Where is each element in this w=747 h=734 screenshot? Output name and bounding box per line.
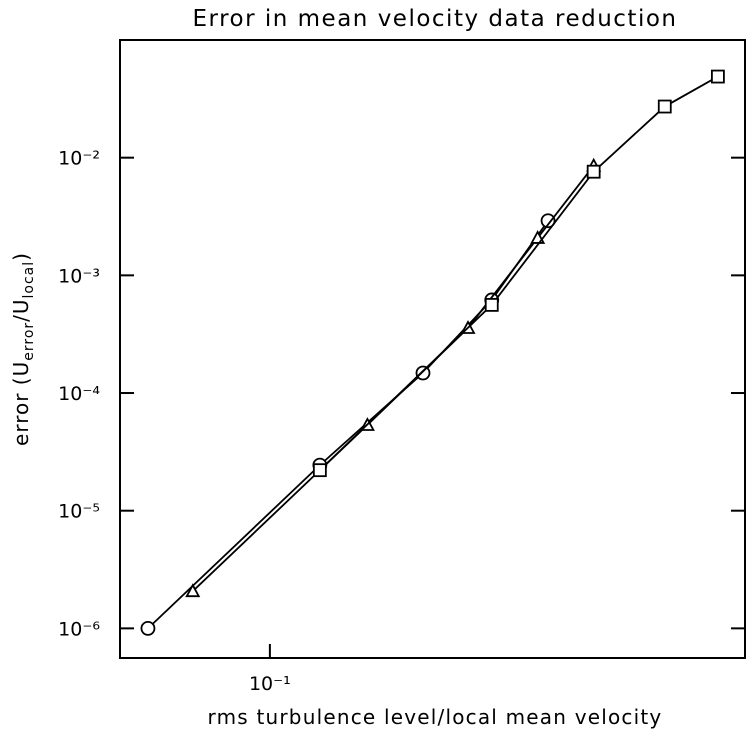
y-label-sub: error [21,322,37,361]
series-line [192,165,595,592]
x-axis-label: rms turbulence level/local mean velocity [208,705,663,729]
circle-marker [140,620,156,636]
y-tick-label: 10⁻⁶ [58,618,100,640]
square-marker [657,99,672,114]
square-marker [484,297,499,312]
y-label-part: /U [9,298,33,321]
y-tick-label: 10⁻³ [58,265,100,287]
series-line [147,220,549,630]
circle-marker [540,213,556,229]
y-tick-label: 10⁻⁵ [58,501,100,523]
square-marker [586,164,601,179]
x-tick-label: 10⁻¹ [249,673,291,695]
y-label-sub: local [21,261,37,299]
circle-marker [415,365,431,381]
y-tick-label: 10⁻² [58,148,100,170]
y-axis-label: error (Uerror/Ulocal) [9,252,37,446]
square-marker [711,69,725,84]
triangle-marker [185,583,201,598]
plot-frame [119,39,746,659]
y-label-part: ) [9,252,33,261]
y-tick-label: 10⁻⁴ [58,383,100,405]
chart-title: Error in mean velocity data reduction [193,6,678,32]
y-label-part: error (U [9,361,33,446]
square-marker [312,463,327,478]
